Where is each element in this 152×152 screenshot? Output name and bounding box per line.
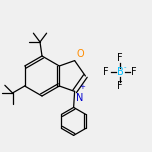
- Text: -: -: [124, 64, 126, 70]
- Text: F: F: [131, 67, 137, 77]
- Text: N: N: [76, 93, 83, 103]
- Text: B: B: [117, 67, 123, 77]
- Text: F: F: [117, 81, 123, 91]
- Text: F: F: [117, 53, 123, 63]
- Text: O: O: [77, 49, 84, 59]
- Text: +: +: [80, 84, 86, 90]
- Text: F: F: [103, 67, 109, 77]
